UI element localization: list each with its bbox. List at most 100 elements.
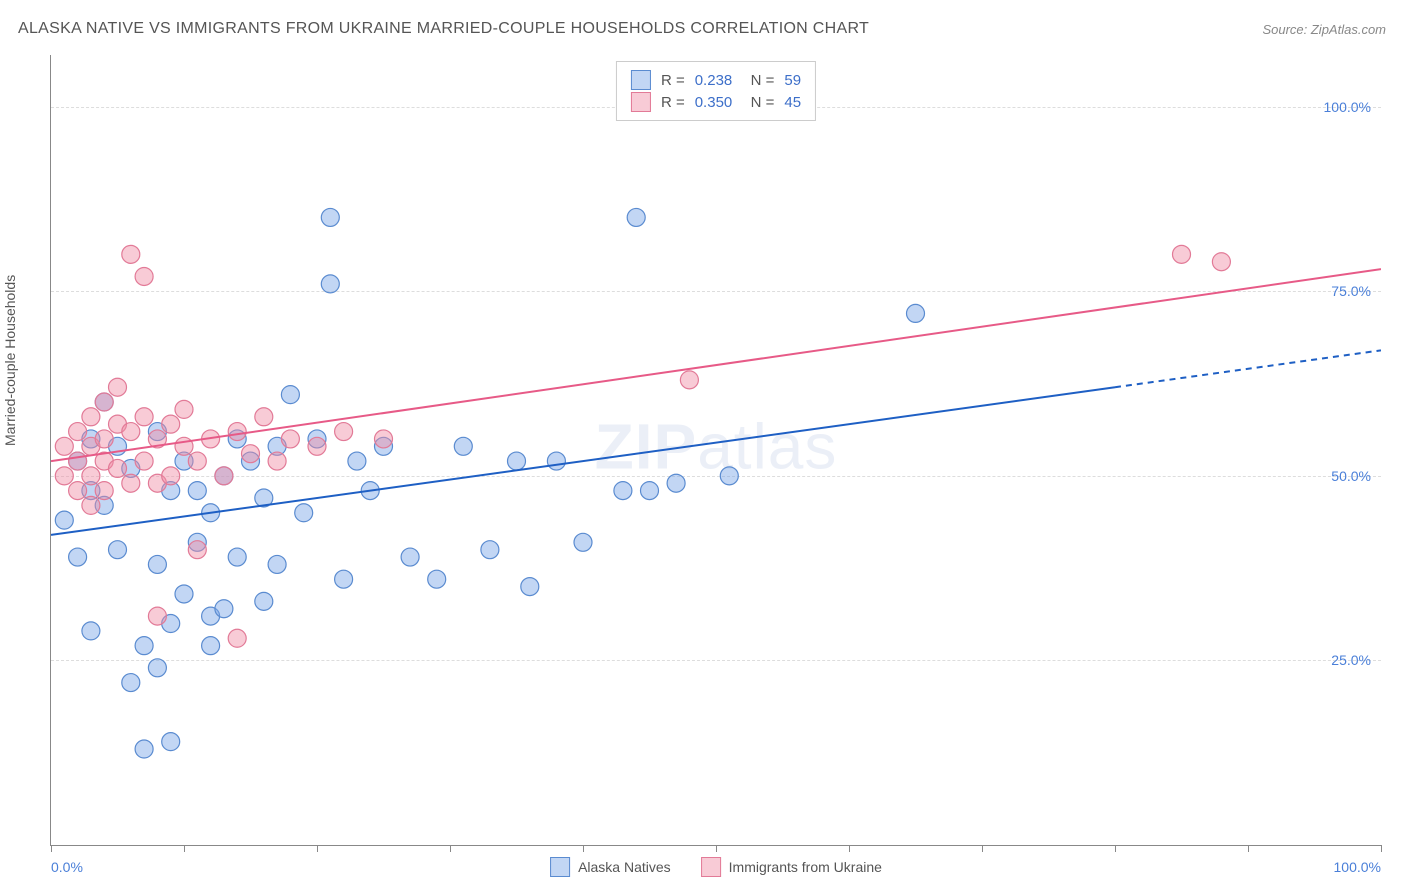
x-tick-label: 0.0% — [51, 859, 83, 875]
data-point — [82, 622, 100, 640]
data-point — [82, 408, 100, 426]
data-point — [335, 423, 353, 441]
data-point — [69, 452, 87, 470]
data-point — [401, 548, 419, 566]
data-point — [55, 467, 73, 485]
data-point — [122, 674, 140, 692]
r-value-1: 0.238 — [695, 72, 733, 89]
x-tick-label: 100.0% — [1334, 859, 1381, 875]
r-value-2: 0.350 — [695, 94, 733, 111]
data-point — [55, 437, 73, 455]
data-point — [162, 733, 180, 751]
data-point — [508, 452, 526, 470]
r-label: R = — [661, 94, 685, 111]
legend-swatch-blue — [631, 70, 651, 90]
data-point — [1173, 245, 1191, 263]
data-point — [148, 607, 166, 625]
data-point — [215, 467, 233, 485]
data-point — [481, 541, 499, 559]
data-point — [69, 482, 87, 500]
data-point — [162, 467, 180, 485]
x-tick — [51, 845, 52, 852]
data-point — [135, 408, 153, 426]
data-point — [215, 600, 233, 618]
data-point — [135, 740, 153, 758]
data-point — [175, 585, 193, 603]
x-tick — [982, 845, 983, 852]
chart-container: ALASKA NATIVE VS IMMIGRANTS FROM UKRAINE… — [0, 0, 1406, 892]
x-tick — [450, 845, 451, 852]
data-point — [188, 541, 206, 559]
x-tick — [1248, 845, 1249, 852]
data-point — [907, 304, 925, 322]
series-legend: Alaska Natives Immigrants from Ukraine — [550, 857, 882, 877]
data-point — [454, 437, 472, 455]
data-point — [547, 452, 565, 470]
source-attribution: Source: ZipAtlas.com — [1262, 22, 1386, 37]
x-tick — [317, 845, 318, 852]
data-point — [255, 592, 273, 610]
data-point — [281, 430, 299, 448]
data-point — [614, 482, 632, 500]
data-point — [268, 555, 286, 573]
data-point — [122, 245, 140, 263]
data-point — [188, 452, 206, 470]
x-tick — [1115, 845, 1116, 852]
regression-line — [51, 387, 1115, 535]
correlation-legend: R = 0.238 N = 59 R = 0.350 N = 45 — [616, 61, 816, 121]
n-label: N = — [742, 94, 774, 111]
legend-swatch-blue-icon — [550, 857, 570, 877]
data-point — [69, 548, 87, 566]
data-point — [95, 430, 113, 448]
data-point — [135, 267, 153, 285]
x-tick — [583, 845, 584, 852]
data-point — [680, 371, 698, 389]
data-point — [188, 482, 206, 500]
data-point — [162, 415, 180, 433]
data-point — [228, 629, 246, 647]
data-point — [281, 386, 299, 404]
data-point — [627, 208, 645, 226]
data-point — [321, 208, 339, 226]
data-point — [202, 637, 220, 655]
r-label: R = — [661, 72, 685, 89]
legend-label-2: Immigrants from Ukraine — [729, 859, 882, 875]
data-point — [69, 423, 87, 441]
data-point — [95, 482, 113, 500]
legend-swatch-pink — [631, 92, 651, 112]
data-point — [82, 496, 100, 514]
data-point — [122, 423, 140, 441]
data-point — [242, 445, 260, 463]
data-point — [321, 275, 339, 293]
data-point — [348, 452, 366, 470]
plot-area: R = 0.238 N = 59 R = 0.350 N = 45 ZIPatl… — [50, 55, 1381, 846]
legend-item-2: Immigrants from Ukraine — [701, 857, 882, 877]
data-point — [255, 408, 273, 426]
data-point — [228, 423, 246, 441]
legend-label-1: Alaska Natives — [578, 859, 671, 875]
data-point — [228, 548, 246, 566]
data-point — [148, 659, 166, 677]
data-point — [135, 637, 153, 655]
data-point — [375, 430, 393, 448]
x-tick — [184, 845, 185, 852]
n-value-2: 45 — [784, 94, 801, 111]
data-point — [521, 578, 539, 596]
data-point — [95, 393, 113, 411]
x-tick — [849, 845, 850, 852]
data-point — [574, 533, 592, 551]
data-point — [109, 459, 127, 477]
data-point — [122, 474, 140, 492]
data-point — [667, 474, 685, 492]
legend-swatch-pink-icon — [701, 857, 721, 877]
data-point — [295, 504, 313, 522]
data-point — [720, 467, 738, 485]
data-point — [82, 467, 100, 485]
data-point — [268, 452, 286, 470]
chart-title: ALASKA NATIVE VS IMMIGRANTS FROM UKRAINE… — [18, 20, 869, 38]
legend-row-2: R = 0.350 N = 45 — [631, 92, 801, 112]
legend-row-1: R = 0.238 N = 59 — [631, 70, 801, 90]
n-value-1: 59 — [784, 72, 801, 89]
data-point — [428, 570, 446, 588]
scatter-plot-svg — [51, 55, 1381, 845]
